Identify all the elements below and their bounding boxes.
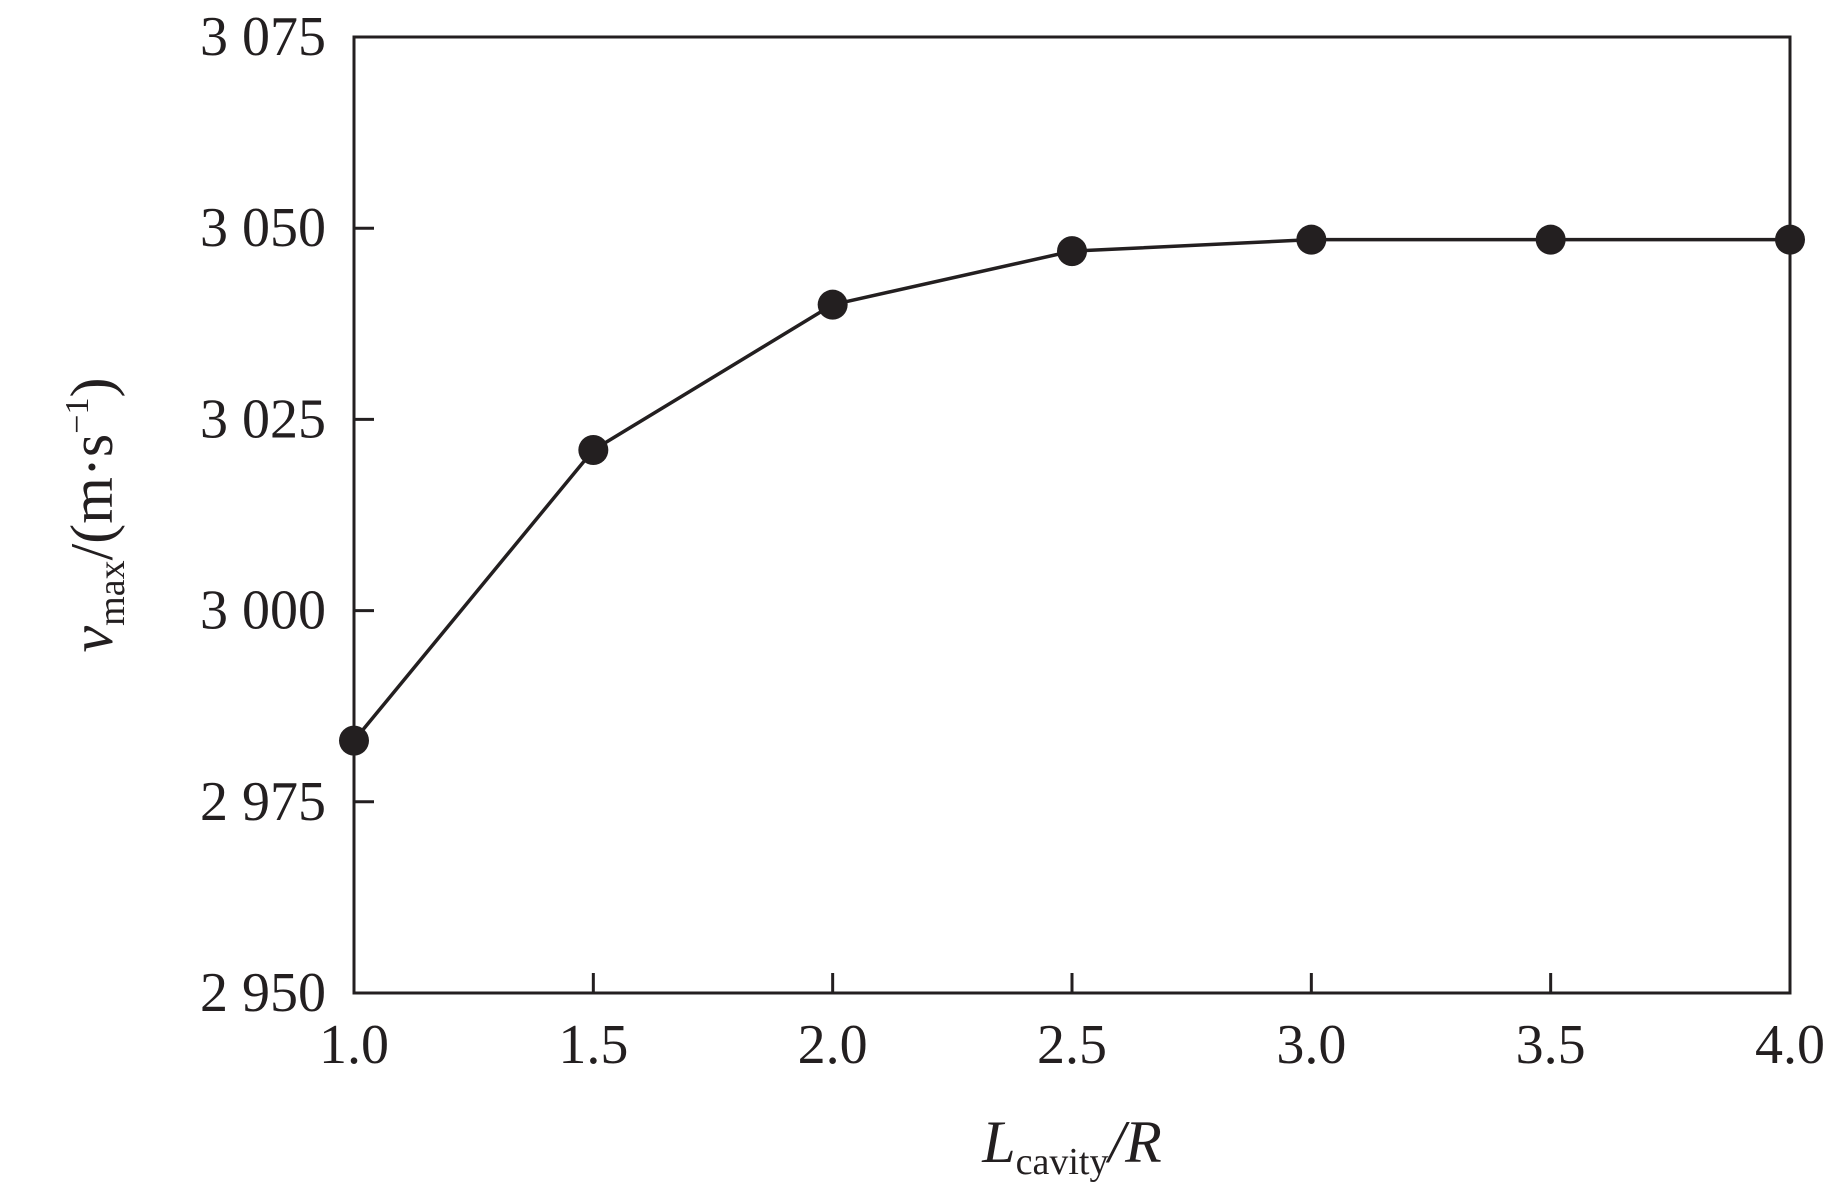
y-tick-label: 3 050 [200,197,326,259]
x-axis-title-main: L [981,1109,1015,1175]
x-tick-label: 3.0 [1276,1014,1346,1076]
x-tick-label: 1.0 [319,1014,389,1076]
data-point [1296,224,1327,255]
y-axis-title-main: v [59,625,125,652]
x-tick-label: 1.5 [558,1014,628,1076]
x-tick-label: 4.0 [1755,1014,1825,1076]
y-tick-label: 2 975 [200,771,326,833]
data-point [817,289,848,320]
y-axis-title-sup: −1 [59,398,96,434]
y-tick-label: 3 075 [200,6,326,68]
x-axis-title: Lcavity/R [981,1109,1162,1183]
y-axis-title-sub: max [91,560,133,625]
y-tick-label: 2 950 [200,962,326,1024]
x-axis-title-sub: cavity [1016,1141,1109,1183]
series-line [352,237,1790,742]
y-tick-label: 3 025 [200,388,326,450]
x-tick-label: 2.0 [798,1014,868,1076]
plot-frame [352,35,1792,995]
x-tick-label: 2.5 [1037,1014,1107,1076]
y-axis-ticks: 2 950 2 975 3 000 3 025 3 050 3 075 [200,6,374,1024]
y-tick-label: 3 000 [200,580,326,642]
x-axis-ticks: 1.0 1.5 2.0 2.5 3.0 3.5 4.0 [319,973,1825,1076]
series-group [339,224,1805,756]
y-axis-title-close: ) [59,378,125,398]
y-axis-title-rest: /(m·s [59,434,125,561]
x-tick-label: 3.5 [1516,1014,1586,1076]
x-axis-title-rest: /R [1105,1109,1161,1175]
data-point [1057,236,1087,267]
data-point [1535,224,1566,255]
y-axis-title: vmax/(m·s−1) [59,378,133,653]
data-point [578,434,609,465]
